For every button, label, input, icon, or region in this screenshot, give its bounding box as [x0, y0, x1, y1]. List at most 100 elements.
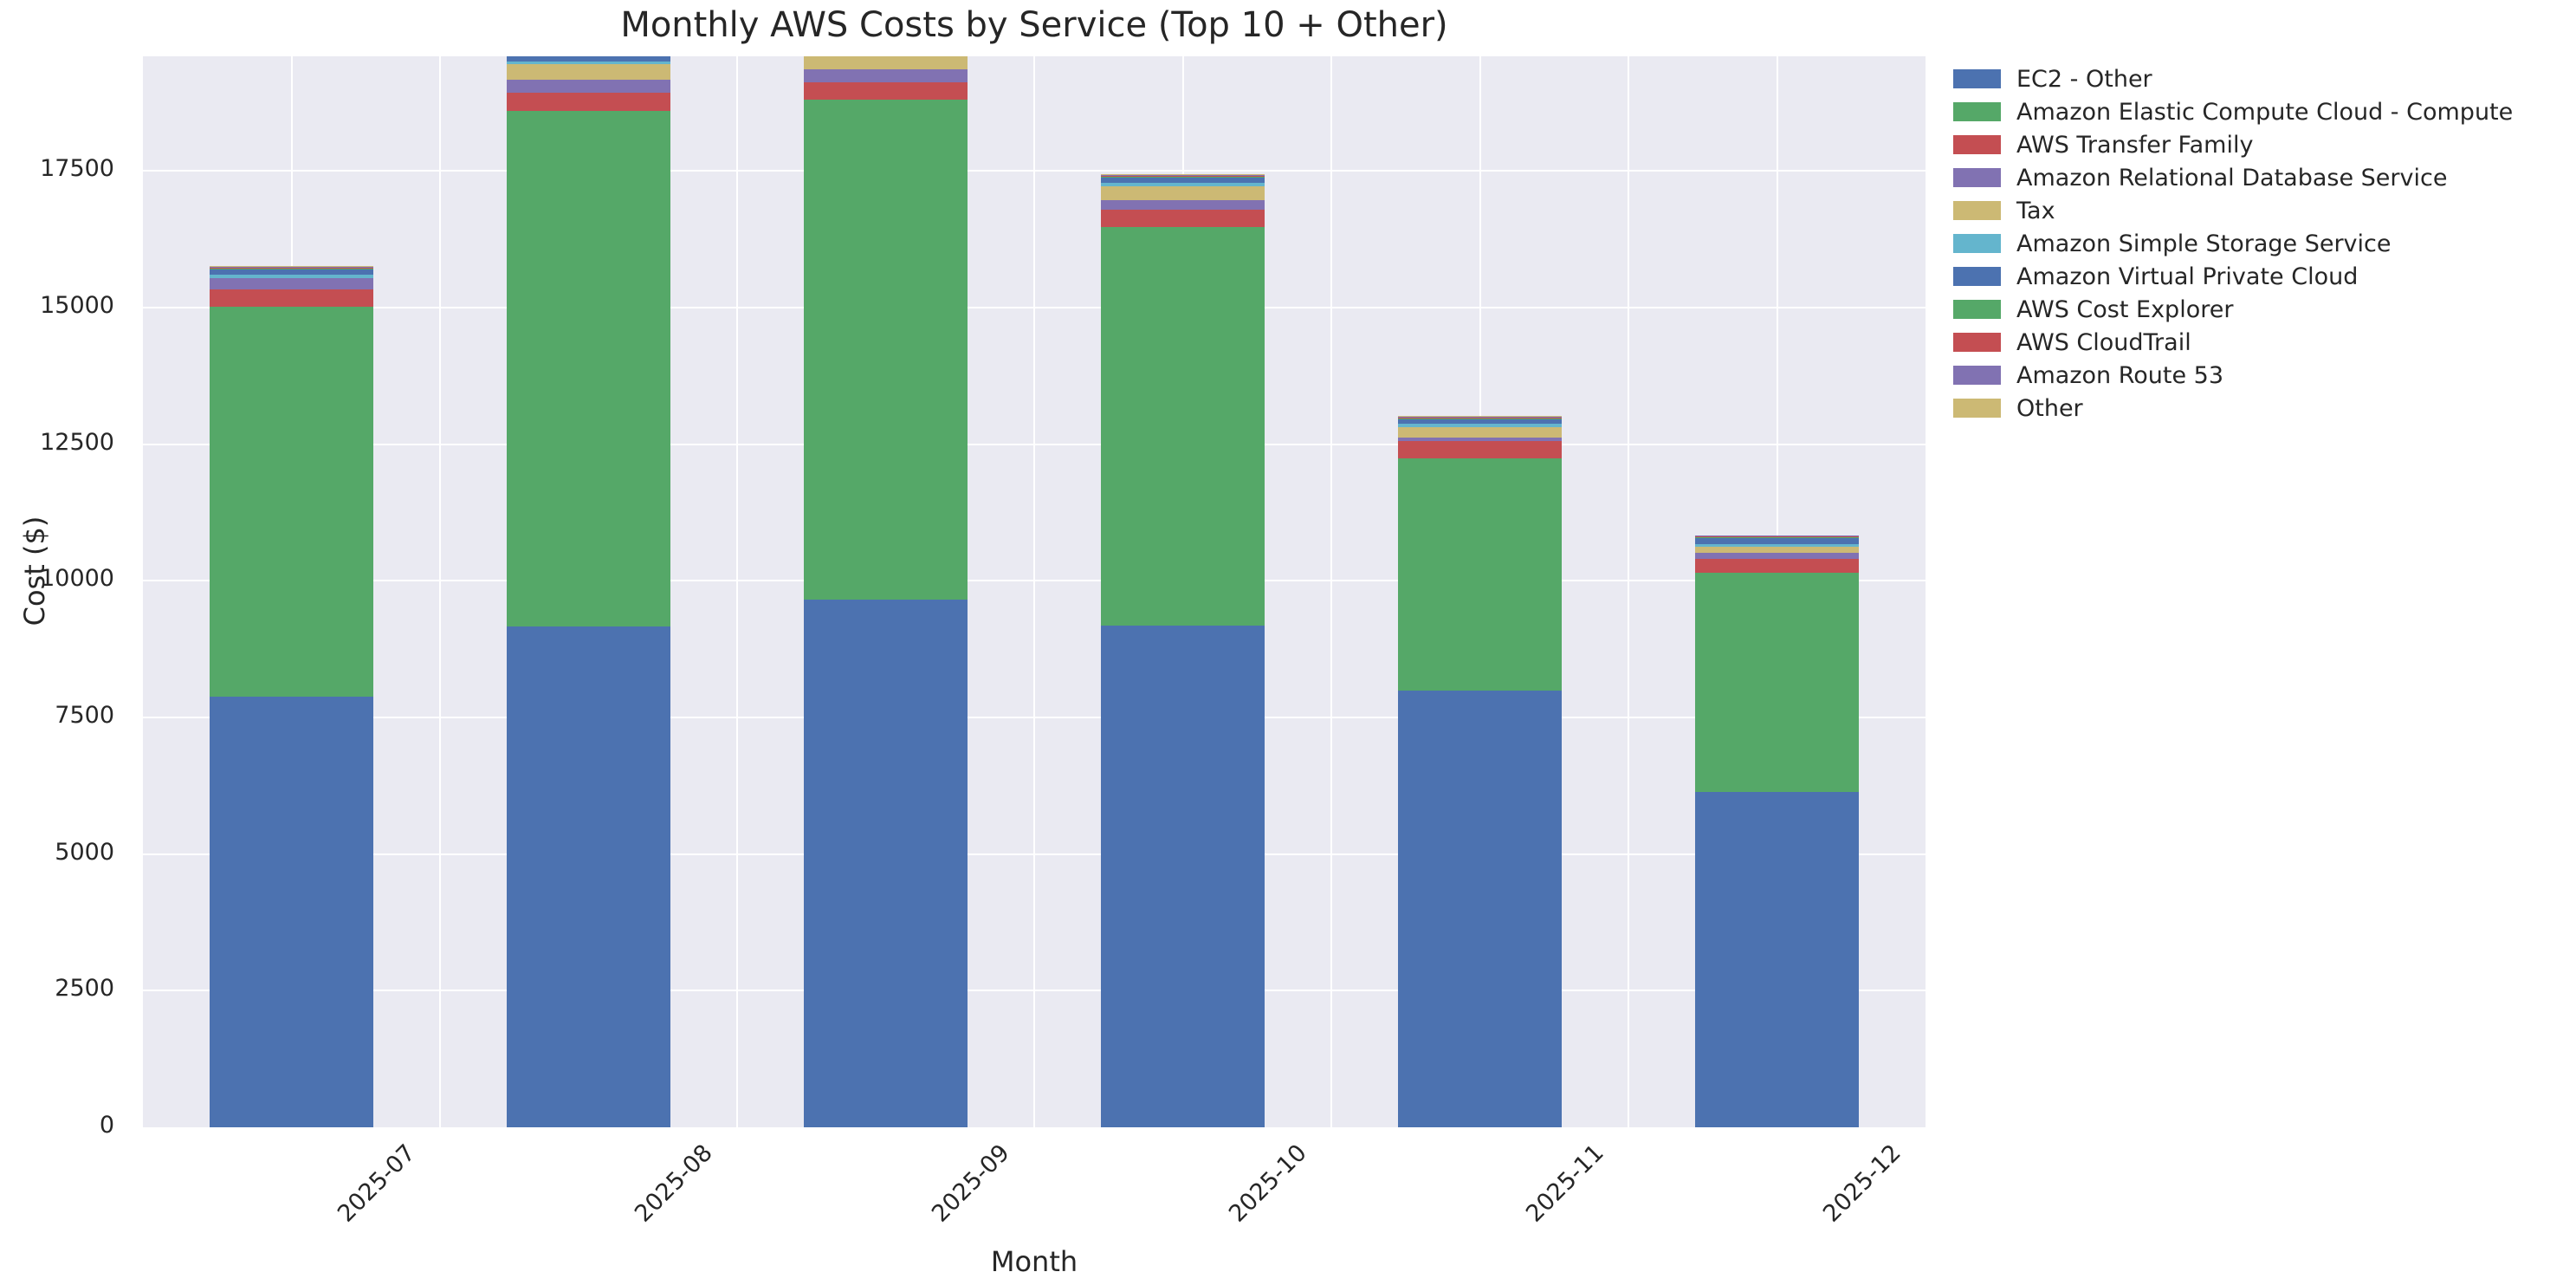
- vertical-gridline: [1330, 56, 1332, 1127]
- y-tick-label: 15000: [40, 292, 114, 320]
- bar-segment[interactable]: [1695, 792, 1859, 1127]
- bar-segment[interactable]: [507, 61, 670, 65]
- legend-swatch-icon: [1953, 201, 2001, 220]
- legend-label: AWS Transfer Family: [2016, 131, 2254, 159]
- bar-segment[interactable]: [1695, 552, 1859, 560]
- legend-item[interactable]: Tax: [1953, 194, 2513, 227]
- y-tick-label: 0: [99, 1112, 114, 1139]
- bar-segment[interactable]: [210, 267, 373, 269]
- bar-segment[interactable]: [804, 56, 968, 70]
- legend-swatch-icon: [1953, 300, 2001, 319]
- x-tick-label: 2025-11: [1520, 1139, 1609, 1228]
- bar-segment[interactable]: [1101, 226, 1265, 626]
- bar-segment[interactable]: [210, 266, 373, 268]
- y-axis-ticks: 0 2500 5000 7500 10000 12500 15000 17500: [0, 0, 130, 1285]
- bar-segment[interactable]: [1695, 537, 1859, 539]
- vertical-gridline: [1033, 56, 1035, 1127]
- legend-label: AWS CloudTrail: [2016, 328, 2191, 356]
- legend-swatch-icon: [1953, 102, 2001, 121]
- bar-segment[interactable]: [1398, 424, 1562, 428]
- legend-swatch-icon: [1953, 168, 2001, 187]
- bar-segment[interactable]: [1101, 178, 1265, 184]
- legend-label: Amazon Simple Storage Service: [2016, 230, 2392, 257]
- bar-segment[interactable]: [804, 599, 968, 1127]
- bar-segment[interactable]: [1398, 416, 1562, 417]
- bar-segment[interactable]: [210, 267, 373, 268]
- bar-2025-12[interactable]: [1695, 535, 1859, 1127]
- vertical-gridline: [439, 56, 441, 1127]
- x-tick-label: 2025-09: [926, 1139, 1015, 1228]
- bar-segment[interactable]: [1101, 174, 1265, 176]
- bar-segment[interactable]: [1398, 427, 1562, 438]
- bar-segment[interactable]: [507, 111, 670, 627]
- legend-swatch-icon: [1953, 69, 2001, 88]
- legend-item[interactable]: EC2 - Other: [1953, 62, 2513, 95]
- bar-segment[interactable]: [1101, 183, 1265, 187]
- bar-segment[interactable]: [1101, 209, 1265, 227]
- bar-segment[interactable]: [1695, 538, 1859, 544]
- bar-segment[interactable]: [1398, 691, 1562, 1127]
- bar-segment[interactable]: [1398, 419, 1562, 425]
- bar-segment[interactable]: [1695, 559, 1859, 573]
- legend-swatch-icon: [1953, 267, 2001, 286]
- bar-segment[interactable]: [804, 99, 968, 600]
- bar-2025-10[interactable]: [1101, 174, 1265, 1127]
- bar-segment[interactable]: [1695, 543, 1859, 548]
- bar-segment[interactable]: [1101, 186, 1265, 200]
- bar-segment[interactable]: [210, 275, 373, 279]
- bar-segment[interactable]: [1695, 547, 1859, 553]
- bar-segment[interactable]: [210, 307, 373, 698]
- legend-item[interactable]: AWS CloudTrail: [1953, 326, 2513, 359]
- y-tick-label: 5000: [55, 838, 114, 866]
- bar-segment[interactable]: [507, 80, 670, 94]
- bar-segment[interactable]: [210, 697, 373, 1127]
- bar-segment[interactable]: [1695, 535, 1859, 537]
- vertical-gridline: [1628, 56, 1629, 1127]
- bar-segment[interactable]: [804, 81, 968, 100]
- bar-segment[interactable]: [1101, 176, 1265, 178]
- legend-item[interactable]: Amazon Elastic Compute Cloud - Compute: [1953, 95, 2513, 128]
- bar-segment[interactable]: [210, 289, 373, 308]
- bar-segment[interactable]: [1101, 175, 1265, 176]
- legend-label: Amazon Relational Database Service: [2016, 164, 2448, 191]
- legend-swatch-icon: [1953, 399, 2001, 418]
- legend-item[interactable]: Amazon Relational Database Service: [1953, 161, 2513, 194]
- bar-2025-08[interactable]: [507, 56, 670, 1127]
- bar-2025-11[interactable]: [1398, 416, 1562, 1127]
- bar-segment[interactable]: [1398, 438, 1562, 441]
- legend-label: Amazon Virtual Private Cloud: [2016, 263, 2359, 290]
- bar-segment[interactable]: [507, 93, 670, 112]
- x-tick-label: 2025-08: [629, 1139, 718, 1228]
- bar-segment[interactable]: [507, 56, 670, 62]
- x-tick-label: 2025-12: [1817, 1139, 1906, 1228]
- bar-segment[interactable]: [1101, 626, 1265, 1127]
- bar-segment[interactable]: [1101, 199, 1265, 210]
- legend-item[interactable]: Other: [1953, 392, 2513, 425]
- legend-item[interactable]: AWS Transfer Family: [1953, 128, 2513, 161]
- x-axis-label: Month: [990, 1245, 1078, 1278]
- bar-segment[interactable]: [1101, 175, 1265, 177]
- y-axis-label: Cost ($): [18, 516, 51, 626]
- bar-2025-07[interactable]: [210, 266, 373, 1127]
- bar-segment[interactable]: [507, 626, 670, 1127]
- bar-segment[interactable]: [507, 64, 670, 81]
- legend-item[interactable]: AWS Cost Explorer: [1953, 293, 2513, 326]
- bar-2025-09[interactable]: [804, 56, 968, 1127]
- bar-segment[interactable]: [210, 269, 373, 276]
- bar-segment[interactable]: [1695, 536, 1859, 537]
- bar-segment[interactable]: [1398, 417, 1562, 419]
- legend-item[interactable]: Amazon Virtual Private Cloud: [1953, 260, 2513, 293]
- x-tick-label: 2025-07: [332, 1139, 421, 1228]
- vertical-gridline: [736, 56, 738, 1127]
- legend-item[interactable]: Amazon Simple Storage Service: [1953, 227, 2513, 260]
- legend-swatch-icon: [1953, 366, 2001, 385]
- bar-segment[interactable]: [1398, 458, 1562, 691]
- bar-segment[interactable]: [1398, 440, 1562, 459]
- bar-segment[interactable]: [1695, 535, 1859, 536]
- legend-item[interactable]: Amazon Route 53: [1953, 359, 2513, 392]
- bar-segment[interactable]: [804, 69, 968, 82]
- bar-segment[interactable]: [1695, 572, 1859, 793]
- bar-segment[interactable]: [1398, 416, 1562, 418]
- bar-segment[interactable]: [210, 278, 373, 289]
